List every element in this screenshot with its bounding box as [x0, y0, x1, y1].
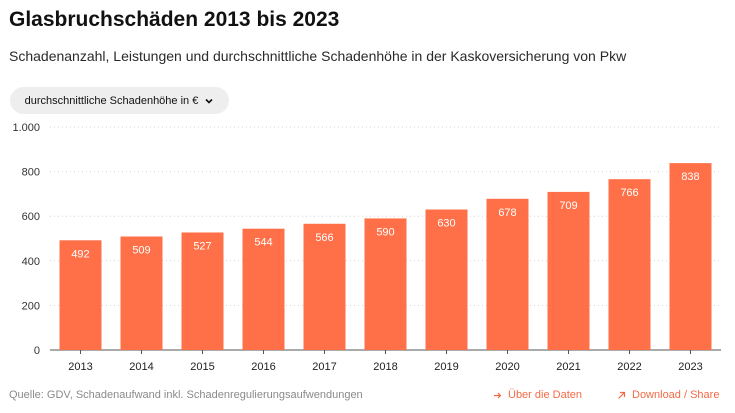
chevron-down-icon	[204, 96, 214, 106]
bar	[242, 228, 285, 350]
bar-value-label: 492	[71, 248, 89, 260]
bar	[547, 191, 590, 350]
x-tick-label: 2014	[129, 361, 153, 373]
y-tick-label: 200	[22, 300, 40, 312]
about-data-link[interactable]: Über die Daten	[493, 389, 582, 401]
x-tick-label: 2016	[251, 361, 275, 373]
x-tick-label: 2017	[312, 361, 336, 373]
x-tick-label: 2019	[434, 361, 458, 373]
bar	[486, 198, 529, 350]
bar-value-label: 544	[254, 237, 272, 249]
bar	[669, 163, 712, 350]
bar-value-label: 630	[437, 218, 455, 230]
bar	[608, 179, 651, 350]
bar	[303, 223, 346, 350]
download-share-label: Download / Share	[632, 389, 720, 401]
bar-value-label: 527	[193, 240, 211, 252]
metric-select-label: durchschnittliche Schadenhöhe in €	[24, 94, 199, 107]
y-tick-label: 400	[22, 256, 40, 268]
metric-select-dropdown[interactable]: durchschnittliche Schadenhöhe in €	[10, 87, 229, 114]
source-note: Quelle: GDV, Schadenaufwand inkl. Schade…	[9, 389, 363, 401]
bar	[59, 240, 102, 350]
chart-subtitle: Schadenanzahl, Leistungen und durchschni…	[9, 48, 627, 64]
y-tick-label: 800	[22, 167, 40, 179]
chart-title: Glasbruchschäden 2013 bis 2023	[9, 8, 340, 31]
about-data-label: Über die Daten	[508, 389, 582, 401]
bar	[120, 236, 163, 350]
bar	[425, 209, 468, 350]
x-tick-label: 2015	[190, 361, 214, 373]
download-share-link[interactable]: Download / Share	[617, 389, 719, 401]
x-tick-label: 2018	[373, 361, 397, 373]
bar	[181, 232, 224, 350]
y-tick-label: 600	[22, 211, 40, 223]
bar	[364, 218, 407, 350]
arrow-right-icon	[493, 391, 502, 400]
x-tick-label: 2021	[556, 361, 580, 373]
x-tick-label: 2023	[678, 361, 702, 373]
bar-value-label: 509	[132, 244, 150, 256]
bar-value-label: 838	[681, 171, 699, 183]
y-tick-label: 1.000	[12, 122, 40, 134]
bar-value-label: 678	[498, 207, 516, 219]
bar-value-label: 566	[315, 232, 333, 244]
x-tick-label: 2013	[68, 361, 92, 373]
arrow-up-right-icon	[617, 391, 626, 400]
y-tick-label: 0	[34, 345, 40, 357]
bar-value-label: 709	[559, 200, 577, 212]
bar-value-label: 590	[376, 226, 394, 238]
x-tick-label: 2022	[617, 361, 641, 373]
x-tick-label: 2020	[495, 361, 519, 373]
bar-value-label: 766	[620, 187, 638, 199]
